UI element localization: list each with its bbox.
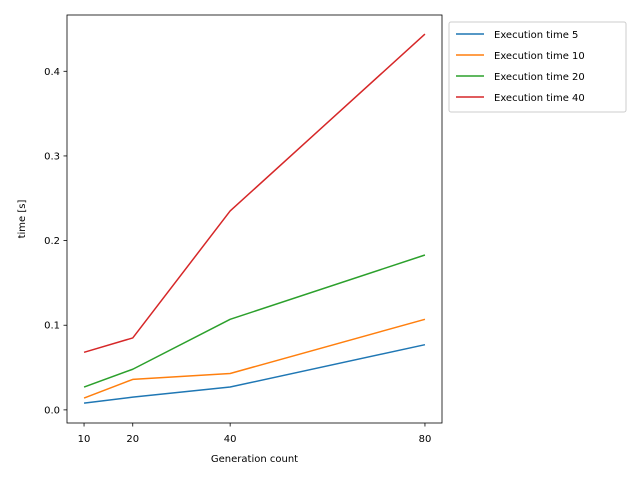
series-layer bbox=[83, 33, 426, 404]
series-line-4 bbox=[83, 33, 426, 354]
y-axis-label: time [s] bbox=[17, 200, 28, 239]
legend-label-1: Execution time 5 bbox=[494, 30, 578, 41]
legend: Execution time 5 Execution time 10 Executi… bbox=[448, 21, 627, 113]
legend-box bbox=[448, 21, 627, 113]
legend-label-3: Execution time 20 bbox=[494, 72, 585, 83]
y-tick-label: 0.2 bbox=[44, 236, 60, 247]
y-tick-label: 0.0 bbox=[44, 405, 60, 416]
series-line-1 bbox=[83, 343, 426, 404]
x-axis-ticks: 10 20 40 80 bbox=[78, 423, 432, 445]
y-tick-label: 0.3 bbox=[44, 151, 60, 162]
series-line-3 bbox=[83, 254, 426, 388]
y-tick-label: 0.4 bbox=[44, 67, 60, 78]
legend-label-4: Execution time 40 bbox=[494, 93, 585, 104]
plot-frame bbox=[66, 14, 443, 424]
x-axis-label: Generation count bbox=[211, 454, 298, 465]
x-tick-label: 10 bbox=[78, 434, 91, 445]
legend-label-2: Execution time 10 bbox=[494, 51, 585, 62]
y-tick-label: 0.1 bbox=[44, 321, 60, 332]
y-axis-ticks: 0.0 0.1 0.2 0.3 0.4 bbox=[44, 67, 67, 416]
x-tick-label: 80 bbox=[419, 434, 432, 445]
series-line-2 bbox=[83, 318, 426, 399]
x-tick-label: 20 bbox=[126, 434, 139, 445]
x-tick-label: 40 bbox=[224, 434, 237, 445]
